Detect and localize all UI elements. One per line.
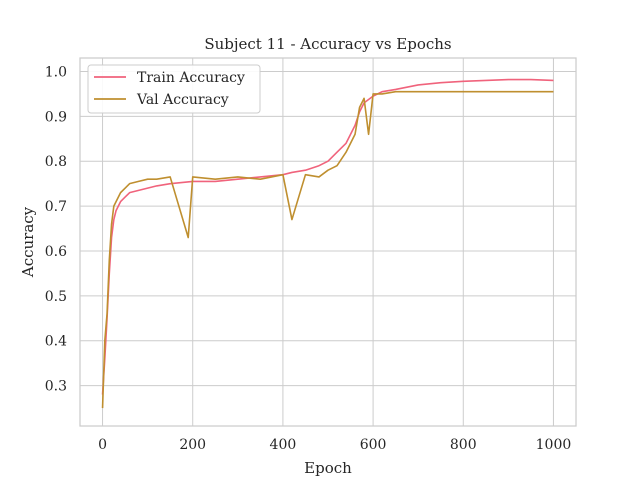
x-tick-label: 600: [360, 437, 387, 453]
y-tick-label: 0.4: [45, 334, 67, 350]
x-axis-label: Epoch: [304, 459, 352, 477]
legend-box: [87, 64, 261, 114]
train-accuracy-line: [101, 78, 554, 395]
x-tick-label: 400: [270, 437, 297, 453]
legend-train-label: Train Accuracy: [137, 70, 245, 86]
y-tick-label: 0.5: [45, 289, 67, 305]
y-tick-label: 0.7: [45, 199, 67, 215]
x-tick-label: 0: [98, 437, 107, 453]
y-tick-label: 0.3: [45, 379, 67, 395]
tick-layer: 0 200 400 600 800 1000 0.3 0.4 0.5 0.6 0.7 0.8 0.9 1.…: [45, 64, 572, 453]
x-tick-label: 1000: [536, 437, 572, 453]
x-tick-label: 800: [450, 437, 477, 453]
series-layer: [101, 78, 554, 409]
legend: Train Accuracy Val Accuracy: [87, 64, 261, 114]
y-tick-label: 0.9: [45, 109, 67, 125]
plot-area: [79, 57, 577, 427]
x-tick-label: 200: [179, 437, 206, 453]
val-accuracy-line: [101, 90, 554, 409]
y-tick-label: 1.0: [45, 64, 67, 80]
chart-title: Subject 11 - Accuracy vs Epochs: [204, 35, 451, 53]
legend-val-label: Val Accuracy: [136, 92, 229, 108]
y-tick-label: 0.8: [45, 154, 67, 170]
y-axis-label: Accuracy: [19, 206, 37, 278]
y-tick-label: 0.6: [45, 244, 67, 260]
